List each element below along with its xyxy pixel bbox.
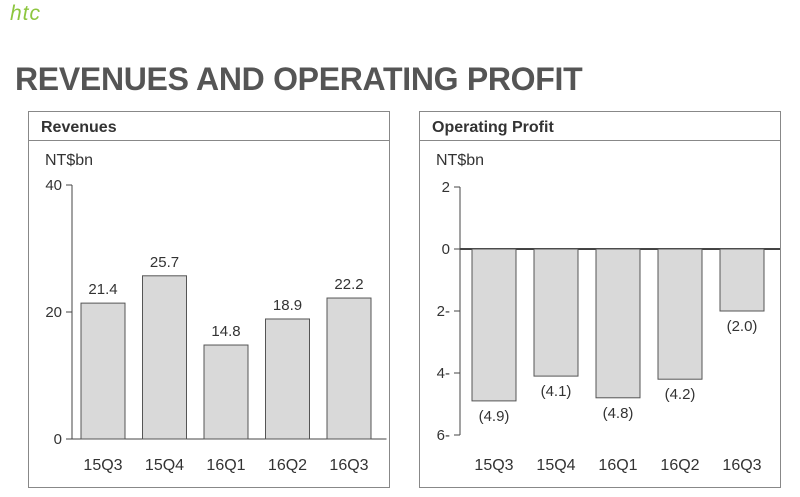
bar [265, 318, 310, 440]
y-tick-label: 40 [45, 177, 62, 194]
category-label: 16Q3 [329, 457, 368, 474]
category-label: 16Q2 [660, 457, 699, 474]
data-label: (4.2) [665, 386, 696, 403]
operating-profit-panel: NT$bn 2 0 2- 4- 6- (4.9) 15Q3 (4.1) 15Q4 (4.8) 16Q1… [419, 111, 781, 488]
bar [80, 302, 126, 440]
data-label: (4.8) [603, 405, 634, 422]
y-tick-label: 0 [442, 241, 450, 258]
data-label: 25.7 [150, 254, 179, 271]
htc-logo: htc [10, 2, 42, 25]
category-label: 15Q3 [83, 457, 122, 474]
bar [657, 248, 703, 380]
revenues-panel: NT$bn 0 20 40 21.4 15Q3 25.7 15Q4 14.8 16Q1 18.9 16… [28, 111, 390, 488]
operating-profit-chart: NT$bn 2 0 2- 4- 6- (4.9) 15Q3 (4.1) 15Q4 (4.8) 16Q1… [436, 152, 780, 474]
data-label: 14.8 [211, 323, 240, 340]
bar [203, 344, 249, 440]
unit-label: NT$bn [45, 152, 93, 169]
bar [595, 248, 641, 399]
category-label: 16Q1 [598, 457, 637, 474]
y-tick-label: 0 [54, 431, 62, 448]
revenues-panel-title: Revenues [29, 112, 389, 141]
revenues-chart: NT$bn 0 20 40 21.4 15Q3 25.7 15Q4 14.8 16Q1 18.9 16… [45, 152, 387, 474]
y-tick-label: 2 [442, 179, 450, 196]
data-label: (2.0) [727, 318, 758, 335]
data-label: 18.9 [273, 297, 302, 314]
bar [326, 297, 372, 440]
category-label: 16Q2 [268, 457, 307, 474]
data-label: (4.9) [479, 408, 510, 425]
unit-label: NT$bn [436, 152, 484, 169]
y-tick-label: 2- [437, 303, 450, 320]
y-tick-label: 6- [437, 427, 450, 444]
bar [142, 275, 187, 440]
category-label: 15Q3 [474, 457, 513, 474]
y-tick-label: 20 [45, 304, 62, 321]
bar [471, 248, 517, 402]
data-label: (4.1) [541, 383, 572, 400]
bar [719, 248, 765, 312]
category-label: 16Q1 [206, 457, 245, 474]
y-tick-label: 4- [437, 365, 450, 382]
operating-profit-panel-title: Operating Profit [420, 112, 780, 141]
category-label: 15Q4 [536, 457, 575, 474]
data-label: 22.2 [334, 276, 363, 293]
category-label: 16Q3 [722, 457, 761, 474]
category-label: 15Q4 [145, 457, 184, 474]
data-label: 21.4 [88, 281, 117, 298]
bar [533, 248, 579, 377]
page-title: REVENUES AND OPERATING PROFIT [15, 61, 583, 97]
